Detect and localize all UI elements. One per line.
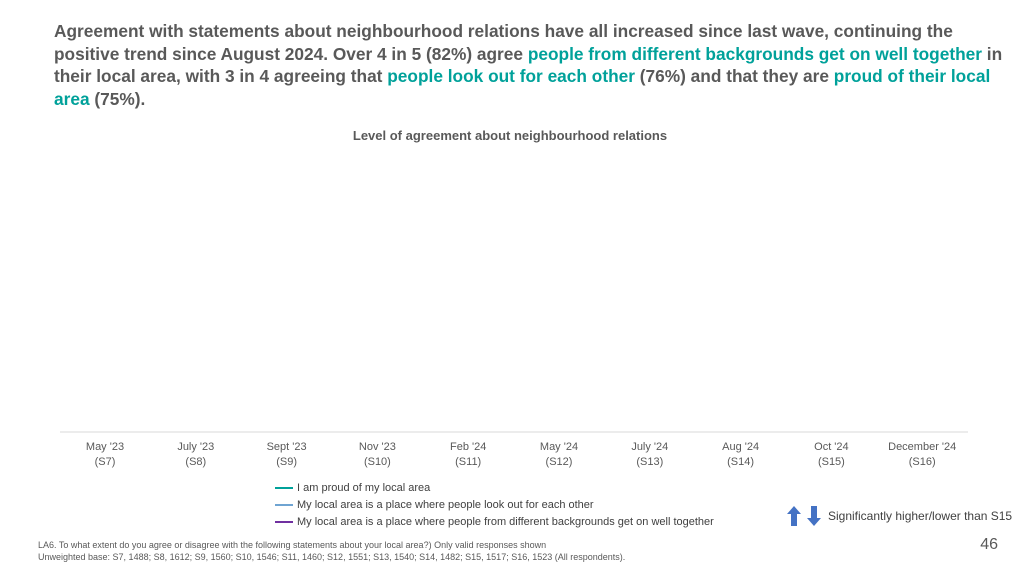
legend-swatch-backgrounds [275,520,293,523]
x-tick-label: May '23 [86,441,124,453]
legend-item-backgrounds: My local area is a place where people fr… [275,513,714,530]
x-tick-sublabel: (S9) [276,456,297,468]
legend-label-proud: I am proud of my local area [297,481,431,494]
x-tick-sublabel: (S10) [364,456,391,468]
x-tick-sublabel: (S8) [185,456,206,468]
x-tick-sublabel: (S12) [546,456,573,468]
legend-label-backgrounds: My local area is a place where people fr… [297,515,714,528]
footnote-question: LA6. To what extent do you agree or disa… [38,540,547,550]
x-tick-label: Feb '24 [450,441,486,453]
x-tick-label: Nov '23 [359,441,396,453]
x-tick-sublabel: (S7) [95,456,116,468]
significance-key: Significantly higher/lower than S15 [786,505,1012,527]
x-tick-label: July '23 [177,441,214,453]
x-tick-sublabel: (S16) [909,456,936,468]
x-tick-sublabel: (S14) [727,456,754,468]
page-number: 46 [980,536,998,553]
legend-swatch-look-out [275,503,293,506]
footnote-base: Unweighted base: S7, 1488; S8, 1612; S9,… [38,552,626,562]
x-tick-label: Sept '23 [267,441,307,453]
x-tick-label: Aug '24 [722,441,759,453]
chart-legend: I am proud of my local area My local are… [275,479,714,530]
x-tick-label: May '24 [540,441,578,453]
x-tick-label: July '24 [631,441,668,453]
significance-key-label: Significantly higher/lower than S15 [828,509,1013,523]
legend-item-proud: I am proud of my local area [275,479,714,496]
x-tick-label: Oct '24 [814,441,849,453]
footnote: LA6. To what extent do you agree or disa… [38,539,625,563]
headline: Agreement with statements about neighbou… [54,21,1003,109]
legend-swatch-proud [275,486,293,489]
x-tick-sublabel: (S13) [636,456,663,468]
up-down-arrows-icon [787,506,821,526]
legend-item-look-out: My local area is a place where people lo… [275,496,714,513]
x-tick-sublabel: (S11) [455,456,481,468]
chart-title: Level of agreement about neighbourhood r… [352,128,668,143]
x-tick-label: December '24 [888,441,956,453]
x-tick-sublabel: (S15) [818,456,845,468]
legend-label-look-out: My local area is a place where people lo… [297,498,594,511]
